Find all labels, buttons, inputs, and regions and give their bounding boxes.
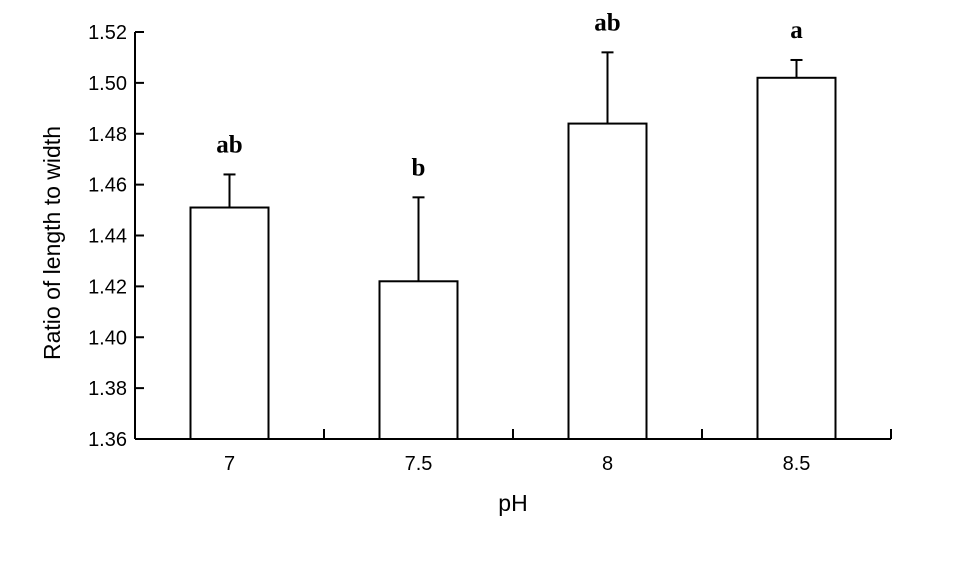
bars — [189, 76, 837, 440]
x-tick-label: 8.5 — [783, 453, 811, 475]
y-axis-ticks: 1.36 1.38 1.40 1.42 1.44 1.46 1.48 1.50 1.52 — [88, 22, 144, 451]
y-tick-label: 1.40 — [88, 327, 127, 349]
y-tick-label: 1.46 — [88, 175, 127, 197]
x-tick-label: 7.5 — [405, 453, 433, 475]
bar — [756, 76, 837, 440]
significance-labels: ab b ab a — [216, 9, 803, 181]
significance-label: a — [790, 17, 803, 44]
x-axis-title: pH — [498, 490, 527, 516]
y-tick-label: 1.50 — [88, 73, 127, 95]
x-tick-label: 7 — [224, 453, 235, 475]
axes — [134, 32, 891, 440]
bar — [378, 280, 459, 440]
y-tick-label: 1.38 — [88, 378, 127, 400]
error-bars — [223, 51, 803, 282]
y-tick-label: 1.36 — [88, 429, 127, 451]
bar — [189, 206, 270, 440]
significance-label: b — [412, 154, 426, 181]
x-axis-ticks: 7 7.5 8 8.5 — [224, 429, 892, 475]
significance-label: ab — [594, 9, 620, 36]
y-tick-label: 1.44 — [88, 226, 127, 248]
y-tick-label: 1.48 — [88, 124, 127, 146]
y-tick-label: 1.42 — [88, 276, 127, 298]
y-axis-title: Ratio of length to width — [39, 126, 65, 360]
significance-label: ab — [216, 131, 242, 158]
bar — [567, 122, 648, 440]
x-tick-label: 8 — [602, 453, 613, 475]
y-tick-label: 1.52 — [88, 22, 127, 44]
